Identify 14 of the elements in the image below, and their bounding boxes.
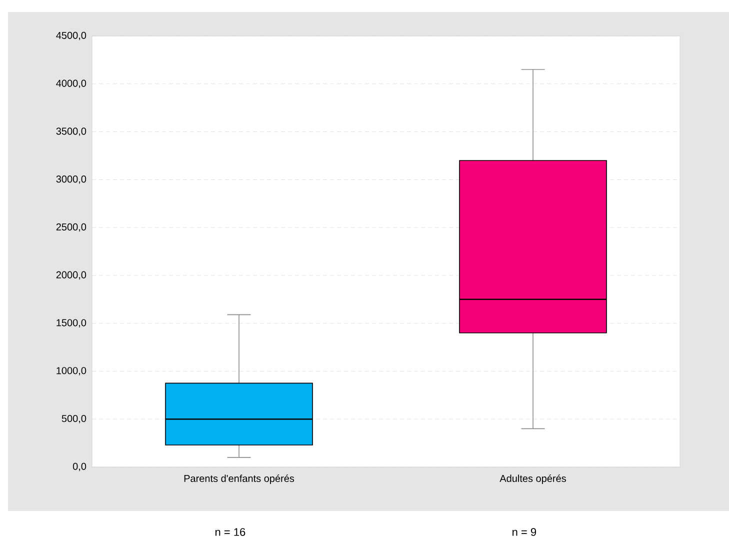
- text: n = 16: [215, 528, 246, 536]
- y-tick-label: 1000,0: [56, 367, 86, 376]
- y-tick-label: 3500,0: [56, 128, 86, 136]
- y-tick-label: 500,0: [62, 414, 86, 424]
- y-tick-label: 4000,0: [56, 80, 86, 88]
- y-tick-label: 0,0: [72, 462, 86, 472]
- text: n = 9: [512, 528, 536, 536]
- y-tick-label: 2000,0: [56, 271, 86, 280]
- y-tick-label: 4500,0: [56, 32, 86, 40]
- y-tick-label: 2500,0: [56, 223, 86, 232]
- y-tick-label: 3000,0: [56, 176, 86, 184]
- x-tick-label: Adultes opérés: [500, 474, 566, 484]
- y-tick-label: 1500,0: [56, 319, 86, 328]
- x-tick-label: Parents d'enfants opérés: [184, 474, 294, 484]
